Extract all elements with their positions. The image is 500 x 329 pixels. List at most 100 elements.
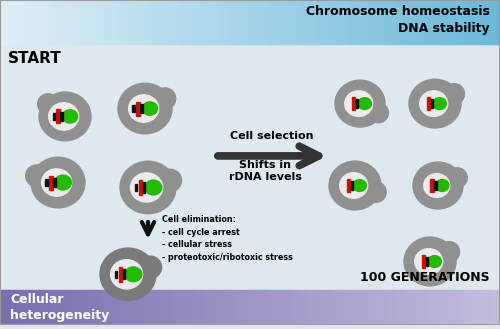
Bar xyxy=(262,0,268,44)
Bar xyxy=(100,290,105,325)
Bar xyxy=(421,290,426,325)
Bar xyxy=(346,0,351,44)
Bar xyxy=(184,290,188,325)
Bar xyxy=(388,290,392,325)
Bar xyxy=(400,290,405,325)
Bar xyxy=(175,290,180,325)
Bar xyxy=(150,290,155,325)
Bar xyxy=(234,0,238,44)
Bar xyxy=(196,290,201,325)
Bar xyxy=(425,0,430,44)
Bar xyxy=(304,0,310,44)
Ellipse shape xyxy=(345,91,373,116)
Bar xyxy=(188,0,192,44)
Bar xyxy=(88,0,92,44)
Bar xyxy=(84,290,88,325)
Bar xyxy=(430,179,434,191)
Bar xyxy=(125,290,130,325)
Bar xyxy=(46,290,51,325)
Ellipse shape xyxy=(130,173,162,202)
Bar xyxy=(71,0,76,44)
Bar xyxy=(192,0,197,44)
Bar xyxy=(346,179,350,192)
Bar xyxy=(408,0,414,44)
Bar xyxy=(479,0,484,44)
Bar xyxy=(79,290,84,325)
Bar xyxy=(146,0,151,44)
Bar xyxy=(421,0,426,44)
Bar xyxy=(121,0,126,44)
Bar xyxy=(484,290,488,325)
Bar xyxy=(0,0,5,44)
Bar xyxy=(29,0,34,44)
Bar xyxy=(42,290,47,325)
Bar xyxy=(450,0,455,44)
Bar xyxy=(271,290,276,325)
Bar xyxy=(196,0,201,44)
Bar xyxy=(56,110,59,123)
Bar xyxy=(132,105,134,112)
Bar xyxy=(250,290,255,325)
Bar xyxy=(325,0,330,44)
Circle shape xyxy=(444,84,464,104)
Bar xyxy=(121,290,126,325)
Bar xyxy=(354,290,360,325)
Bar xyxy=(404,290,409,325)
Bar xyxy=(350,0,355,44)
Bar xyxy=(466,0,472,44)
Text: Cell elimination:
- cell cycle arrest
- cellular stress
- proteotoxic/ribotoxic : Cell elimination: - cell cycle arrest - … xyxy=(162,215,293,262)
Bar xyxy=(142,290,147,325)
Bar xyxy=(58,290,64,325)
Bar xyxy=(454,0,460,44)
Bar xyxy=(192,290,197,325)
Ellipse shape xyxy=(31,157,85,208)
Bar xyxy=(221,0,226,44)
Bar xyxy=(216,290,222,325)
Bar xyxy=(158,0,164,44)
Bar xyxy=(350,181,353,190)
Bar xyxy=(25,290,30,325)
Bar xyxy=(150,0,155,44)
Bar xyxy=(446,0,451,44)
Bar xyxy=(371,290,376,325)
Bar xyxy=(379,290,384,325)
Bar xyxy=(200,290,205,325)
Bar xyxy=(204,290,210,325)
Bar xyxy=(496,0,500,44)
Bar xyxy=(342,0,347,44)
Bar xyxy=(246,0,251,44)
Bar xyxy=(179,290,184,325)
Bar xyxy=(212,290,218,325)
Ellipse shape xyxy=(118,83,172,134)
Bar xyxy=(62,290,68,325)
Bar xyxy=(384,290,388,325)
Bar xyxy=(46,179,48,186)
Bar xyxy=(471,290,476,325)
Circle shape xyxy=(159,169,182,191)
Bar xyxy=(225,290,230,325)
Bar xyxy=(396,290,401,325)
Ellipse shape xyxy=(335,80,385,127)
Bar xyxy=(356,99,358,108)
Ellipse shape xyxy=(54,175,72,190)
Bar xyxy=(171,290,176,325)
Bar xyxy=(416,0,422,44)
Bar xyxy=(100,0,105,44)
Bar xyxy=(329,0,334,44)
Bar xyxy=(204,0,210,44)
Bar xyxy=(366,0,372,44)
Bar xyxy=(136,102,140,115)
Bar xyxy=(8,290,14,325)
Bar xyxy=(116,0,122,44)
Circle shape xyxy=(448,168,468,188)
Bar xyxy=(146,290,151,325)
Bar xyxy=(296,0,301,44)
Bar xyxy=(50,290,55,325)
Bar xyxy=(308,290,314,325)
Ellipse shape xyxy=(433,98,446,110)
Ellipse shape xyxy=(340,173,367,198)
Bar xyxy=(429,0,434,44)
Bar xyxy=(371,0,376,44)
Bar xyxy=(62,0,68,44)
Bar xyxy=(284,0,288,44)
